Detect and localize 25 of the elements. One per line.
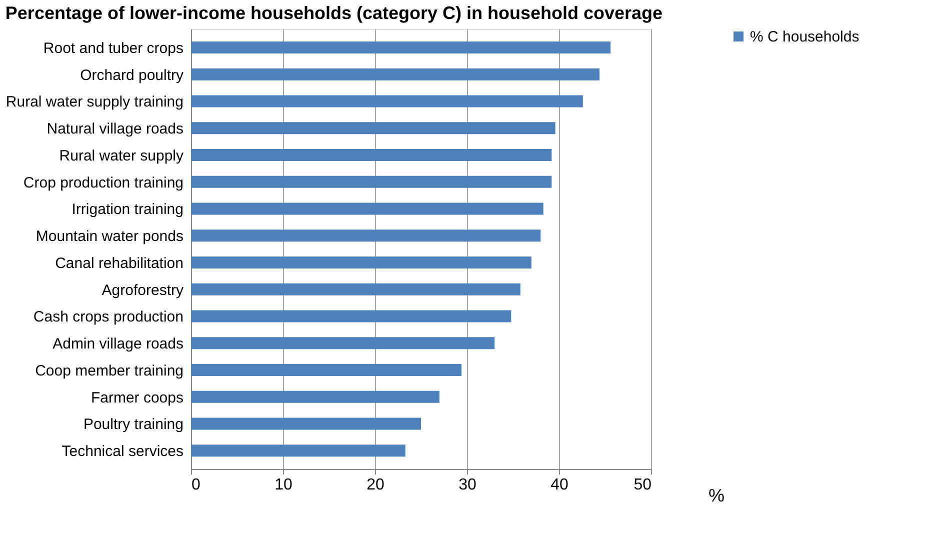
y-tick-label: Natural village roads xyxy=(46,120,184,138)
y-tick-label: Cash crops production xyxy=(33,308,184,326)
y-tick-label: Mountain water ponds xyxy=(36,228,184,246)
x-tick-label: 30 xyxy=(458,476,476,494)
x-tick-label: 20 xyxy=(366,476,384,494)
y-tick-label: Rural water supply training xyxy=(6,94,184,111)
y-tick-label: Technical services xyxy=(62,443,184,460)
y-tick-label: Agroforestry xyxy=(102,282,184,299)
legend-label: % C households xyxy=(750,28,860,46)
y-tick-label: Canal rehabilitation xyxy=(55,254,184,272)
y-tick-label: Rural water supply xyxy=(59,147,184,164)
y-tick-label: Orchard poultry xyxy=(80,66,184,84)
y-tick-label: Root and tuber crops xyxy=(43,40,184,57)
y-tick-label: Poultry training xyxy=(83,416,184,434)
y-tick-label: Crop production training xyxy=(23,174,184,192)
x-tick-label: 50 xyxy=(634,476,652,494)
x-axis-title: % xyxy=(708,486,725,506)
y-tick-label: Farmer coops xyxy=(90,389,184,406)
y-tick-label: Irrigation training xyxy=(72,201,184,218)
x-tick-label: 40 xyxy=(550,476,568,494)
x-tick-label: 10 xyxy=(274,476,292,494)
x-tick-label: 0 xyxy=(192,476,200,494)
y-tick-label: Admin village roads xyxy=(52,336,184,353)
chart-title: Percentage of lower-income households (category C) in household coverage xyxy=(5,3,663,23)
y-tick-label: Coop member training xyxy=(35,362,184,380)
